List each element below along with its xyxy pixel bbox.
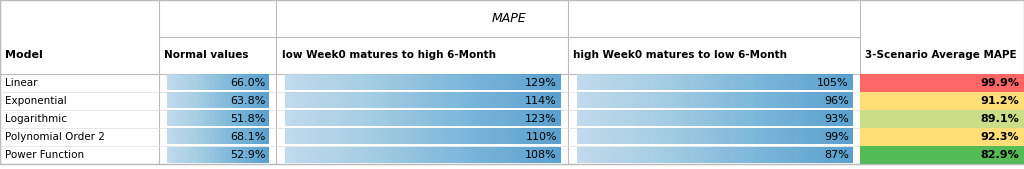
Text: Polynomial Order 2: Polynomial Order 2 (5, 132, 105, 142)
Text: 89.1%: 89.1% (980, 114, 1019, 124)
Bar (860, 146, 1024, 164)
Text: Normal values: Normal values (164, 50, 249, 60)
Text: Model: Model (5, 50, 43, 60)
Text: Power Function: Power Function (5, 150, 84, 160)
Text: 68.1%: 68.1% (229, 132, 265, 142)
Text: 52.9%: 52.9% (229, 150, 265, 160)
Text: 123%: 123% (525, 114, 557, 124)
Text: 129%: 129% (525, 78, 557, 88)
Bar (860, 74, 1024, 92)
Text: 3-Scenario Average MAPE: 3-Scenario Average MAPE (865, 50, 1017, 60)
Text: 99.9%: 99.9% (980, 78, 1019, 88)
Text: 99%: 99% (824, 132, 849, 142)
Text: 93%: 93% (824, 114, 849, 124)
Text: low Week0 matures to high 6-Month: low Week0 matures to high 6-Month (282, 50, 496, 60)
Text: 66.0%: 66.0% (230, 78, 265, 88)
Text: 51.8%: 51.8% (229, 114, 265, 124)
Text: high Week0 matures to low 6-Month: high Week0 matures to low 6-Month (573, 50, 787, 60)
Bar (860, 110, 1024, 128)
Text: 110%: 110% (525, 132, 557, 142)
Text: 91.2%: 91.2% (980, 96, 1019, 106)
Bar (860, 128, 1024, 146)
Text: Linear: Linear (5, 78, 38, 88)
Text: 63.8%: 63.8% (229, 96, 265, 106)
Text: 96%: 96% (824, 96, 849, 106)
Text: Logarithmic: Logarithmic (5, 114, 68, 124)
Text: Exponential: Exponential (5, 96, 67, 106)
Text: 82.9%: 82.9% (980, 150, 1019, 160)
Text: 108%: 108% (525, 150, 557, 160)
Bar (860, 92, 1024, 110)
Text: 105%: 105% (817, 78, 849, 88)
Text: 114%: 114% (525, 96, 557, 106)
Text: 87%: 87% (824, 150, 849, 160)
Text: 92.3%: 92.3% (980, 132, 1019, 142)
Text: MAPE: MAPE (493, 12, 526, 25)
